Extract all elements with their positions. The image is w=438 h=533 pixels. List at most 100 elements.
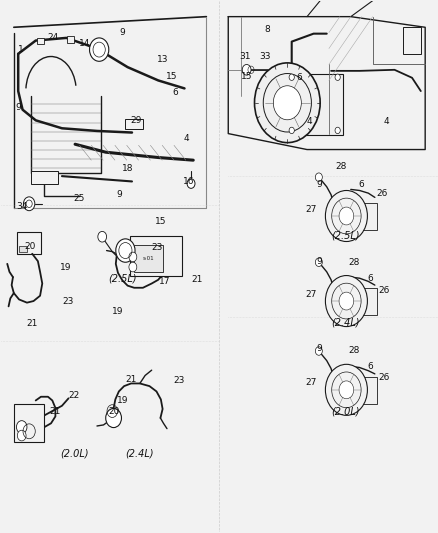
Circle shape (273, 86, 300, 120)
Bar (17, 232, 41, 254)
Text: 9: 9 (117, 190, 122, 199)
Bar (346, 288, 376, 315)
Text: 25: 25 (74, 194, 85, 203)
Circle shape (16, 421, 27, 433)
Circle shape (98, 231, 106, 242)
Text: 26: 26 (377, 373, 389, 382)
Bar (14, 403, 44, 442)
Circle shape (116, 239, 135, 262)
Text: 9: 9 (316, 344, 321, 353)
Text: 9: 9 (119, 28, 125, 37)
Text: 13: 13 (156, 55, 168, 63)
Bar (31, 171, 57, 184)
Circle shape (106, 408, 121, 427)
Bar (130, 236, 182, 276)
Circle shape (254, 63, 319, 143)
Circle shape (242, 64, 251, 75)
Text: 21: 21 (125, 375, 137, 384)
Text: 27: 27 (305, 378, 316, 387)
Text: 9: 9 (316, 180, 321, 189)
Text: 21: 21 (26, 319, 38, 328)
Text: (2.4L): (2.4L) (125, 449, 154, 458)
Text: 19: 19 (112, 307, 124, 316)
Bar (134, 245, 162, 272)
Circle shape (334, 74, 339, 80)
Text: (2.5L): (2.5L) (108, 273, 136, 283)
Circle shape (314, 347, 321, 356)
Text: 15: 15 (165, 71, 177, 80)
Text: 6: 6 (296, 73, 301, 82)
Text: 9: 9 (15, 102, 21, 111)
Text: 28: 28 (335, 162, 346, 171)
Text: 15: 15 (240, 71, 252, 80)
Text: (2.0L): (2.0L) (331, 406, 359, 416)
Circle shape (187, 179, 194, 188)
Circle shape (23, 197, 35, 211)
Text: 6: 6 (367, 362, 372, 371)
Circle shape (325, 190, 367, 241)
Bar (98, 45, 105, 52)
Circle shape (338, 381, 353, 399)
Circle shape (288, 127, 293, 134)
Text: 31: 31 (239, 52, 250, 61)
Text: 21: 21 (49, 407, 61, 416)
Circle shape (129, 262, 137, 272)
Text: 20: 20 (108, 407, 119, 416)
Text: 19: 19 (117, 396, 128, 405)
Text: 18: 18 (122, 164, 133, 173)
Bar (288, 74, 342, 135)
Text: 28: 28 (348, 346, 359, 355)
Bar (346, 203, 376, 230)
Text: 28: 28 (348, 258, 359, 266)
Circle shape (314, 258, 321, 266)
Circle shape (314, 173, 321, 181)
Text: 6: 6 (172, 87, 177, 96)
Circle shape (288, 74, 293, 80)
Text: 33: 33 (258, 52, 270, 61)
Bar (403, 27, 420, 54)
Text: 14: 14 (79, 39, 90, 48)
Text: 1: 1 (18, 45, 23, 54)
Text: 4: 4 (306, 117, 311, 126)
Text: 4: 4 (383, 117, 389, 126)
Text: 16: 16 (183, 177, 194, 186)
Text: 4: 4 (184, 134, 189, 143)
Bar (67, 36, 74, 43)
Text: 15: 15 (154, 217, 166, 227)
Text: 17: 17 (159, 277, 170, 286)
Text: (2.5L): (2.5L) (331, 231, 359, 241)
Text: 27: 27 (305, 205, 316, 214)
Text: 27: 27 (305, 289, 316, 298)
Circle shape (325, 276, 367, 327)
Text: 21: 21 (191, 275, 202, 284)
Circle shape (338, 207, 353, 225)
Text: 20: 20 (25, 242, 36, 251)
Circle shape (17, 430, 26, 441)
Bar (125, 119, 143, 130)
Text: 22: 22 (68, 391, 80, 400)
Text: 34: 34 (16, 203, 27, 212)
Circle shape (325, 365, 367, 415)
Circle shape (89, 38, 109, 61)
Text: 29: 29 (131, 116, 142, 125)
Bar (346, 377, 376, 404)
Circle shape (129, 252, 137, 262)
Bar (19, 246, 27, 252)
Text: (2.4L): (2.4L) (331, 317, 359, 327)
Text: 6: 6 (358, 180, 364, 189)
Text: 23: 23 (151, 244, 162, 253)
Text: 23: 23 (63, 296, 74, 305)
Bar (36, 38, 43, 44)
Circle shape (334, 127, 339, 134)
Text: 24: 24 (47, 34, 59, 43)
Text: s·01: s·01 (142, 256, 154, 261)
Text: (2.0L): (2.0L) (60, 449, 88, 458)
Text: 26: 26 (377, 286, 389, 295)
Text: 8: 8 (263, 25, 269, 34)
Text: 23: 23 (173, 376, 184, 385)
Text: 19: 19 (60, 263, 71, 272)
Text: 9: 9 (316, 257, 321, 265)
Circle shape (338, 292, 353, 310)
Text: 26: 26 (376, 189, 387, 198)
Text: 6: 6 (367, 273, 372, 282)
